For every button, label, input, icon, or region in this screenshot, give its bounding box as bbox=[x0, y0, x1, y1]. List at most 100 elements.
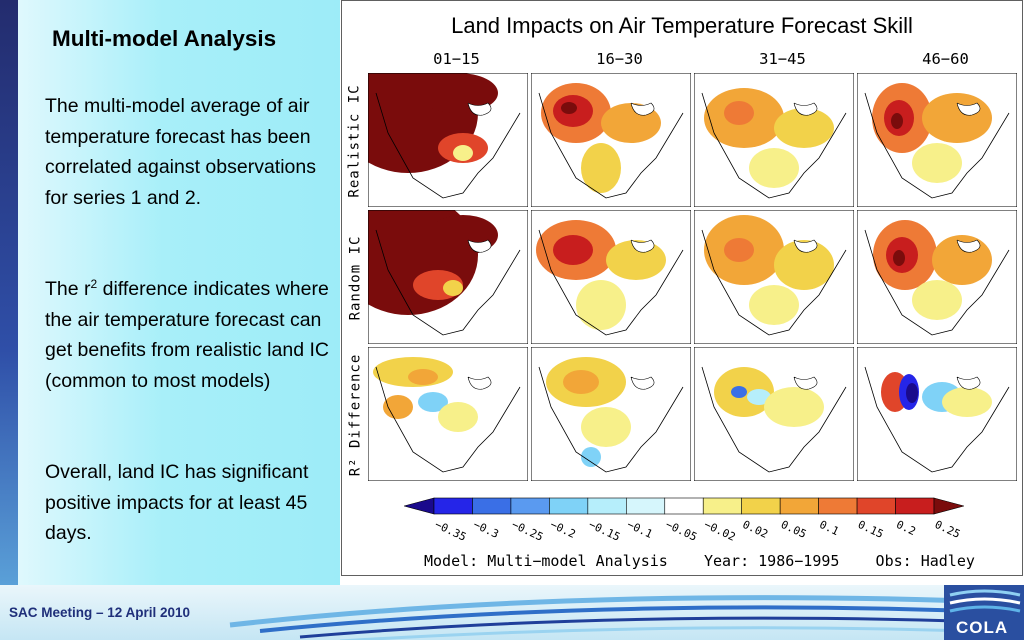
anomaly-contour bbox=[749, 285, 799, 325]
map-panel-r1-c4 bbox=[857, 73, 1017, 207]
coastline bbox=[701, 229, 847, 336]
colorbar-tick-label: −0.3 bbox=[471, 518, 501, 541]
anomaly-contour bbox=[774, 108, 834, 148]
column-label-16-30: 16−30 bbox=[596, 50, 643, 68]
colorbar-bin-7 bbox=[664, 497, 704, 515]
anomaly-contour bbox=[764, 387, 824, 427]
great-lakes-outline bbox=[630, 102, 655, 116]
text-panel bbox=[18, 0, 340, 585]
map-panel-r3-c2 bbox=[531, 347, 691, 481]
coastline bbox=[864, 366, 1010, 473]
anomaly-contour bbox=[724, 101, 754, 125]
coastline bbox=[375, 366, 521, 473]
colorbar-bin-10 bbox=[779, 497, 819, 515]
coastline bbox=[375, 229, 521, 336]
anomaly-contour bbox=[747, 389, 771, 405]
map-panel-r2-c1 bbox=[368, 210, 528, 344]
column-label-31-45: 31−45 bbox=[759, 50, 806, 68]
slide-title: Multi-model Analysis bbox=[52, 26, 277, 51]
map-panel-r3-c3 bbox=[694, 347, 854, 481]
coastline bbox=[538, 92, 684, 199]
coastline bbox=[375, 92, 521, 199]
colorbar-bin-12 bbox=[856, 497, 896, 515]
colorbar-arrow-low bbox=[404, 497, 435, 515]
anomaly-contour bbox=[418, 392, 448, 412]
anomaly-contour bbox=[581, 407, 631, 447]
colorbar-bin-13 bbox=[895, 497, 935, 515]
footer-meeting-label: SAC Meeting – 12 April 2010 bbox=[9, 605, 191, 620]
anomaly-contour bbox=[912, 143, 962, 183]
colorbar-tick-label: 0.05 bbox=[779, 518, 809, 541]
anomaly-contour bbox=[383, 395, 413, 419]
colorbar-tick-label: 0.15 bbox=[856, 518, 886, 541]
anomaly-contour bbox=[724, 238, 754, 262]
cola-logo-text: COLA bbox=[956, 618, 1009, 637]
anomaly-contour bbox=[408, 369, 438, 385]
great-lakes-outline bbox=[956, 102, 981, 116]
great-lakes-outline bbox=[467, 102, 492, 116]
colorbar-bin-2 bbox=[472, 497, 512, 515]
column-label-01-15: 01−15 bbox=[433, 50, 480, 68]
anomaly-contour bbox=[368, 210, 478, 315]
colorbar-tick-label: −0.25 bbox=[510, 518, 546, 544]
anomaly-contour bbox=[563, 370, 599, 394]
colorbar-tick-label: 0.25 bbox=[933, 518, 963, 541]
anomaly-contour bbox=[581, 143, 621, 193]
colorbar-bin-6 bbox=[626, 497, 666, 515]
anomaly-contour bbox=[749, 148, 799, 188]
coastline bbox=[701, 366, 847, 473]
anomaly-contour bbox=[561, 102, 577, 114]
colorbar-arrow-high bbox=[933, 497, 964, 515]
anomaly-contour bbox=[418, 73, 498, 113]
figure-title: Land Impacts on Air Temperature Forecast… bbox=[451, 13, 913, 38]
coastline bbox=[538, 366, 684, 473]
map-panel-r2-c4 bbox=[857, 210, 1017, 344]
paragraph-correlation: The multi-model average of air temperatu… bbox=[45, 95, 316, 209]
coastline bbox=[864, 92, 1010, 199]
colorbar-bin-9 bbox=[741, 497, 781, 515]
p2-text-b: difference indicates where the air tempe… bbox=[45, 278, 329, 392]
map-panel-r3-c4 bbox=[857, 347, 1017, 481]
colorbar-tick-label: −0.02 bbox=[702, 518, 738, 544]
anomaly-contour bbox=[731, 386, 747, 398]
anomaly-contour bbox=[912, 280, 962, 320]
map-panel-r2-c3 bbox=[694, 210, 854, 344]
great-lakes-outline bbox=[793, 376, 818, 390]
paragraph-conclusion: Overall, land IC has significant positiv… bbox=[45, 461, 309, 544]
map-panel-r1-c1 bbox=[368, 73, 528, 207]
colorbar-bin-3 bbox=[510, 497, 550, 515]
colorbar-tick-label: 0.2 bbox=[894, 518, 918, 538]
great-lakes-outline bbox=[467, 239, 492, 253]
anomaly-contour bbox=[922, 93, 992, 143]
colorbar-bin-8 bbox=[702, 497, 742, 515]
anomaly-contour bbox=[581, 447, 601, 467]
anomaly-contour bbox=[576, 280, 626, 330]
colorbar-tick-label: −0.35 bbox=[433, 518, 469, 544]
coastline bbox=[864, 229, 1010, 336]
anomaly-contour bbox=[438, 402, 478, 432]
map-panel-r3-c1 bbox=[368, 347, 528, 481]
footer-band: SAC Meeting – 12 April 2010 bbox=[0, 585, 1024, 640]
great-lakes-outline bbox=[956, 239, 981, 253]
footer-swoosh-graphic bbox=[229, 595, 1024, 640]
map-panel-r1-c2 bbox=[531, 73, 691, 207]
p2-text-a: The r bbox=[45, 278, 91, 300]
paragraph-r2-difference: The r2 difference indicates where the ai… bbox=[45, 274, 335, 396]
coastline bbox=[538, 229, 684, 336]
anomaly-contour bbox=[553, 235, 593, 265]
coastline bbox=[701, 92, 847, 199]
anomaly-contour bbox=[906, 383, 918, 403]
anomaly-contour bbox=[942, 387, 992, 417]
anomaly-contour bbox=[453, 145, 473, 161]
great-lakes-outline bbox=[630, 376, 655, 390]
colorbar-tick-label: −0.15 bbox=[587, 518, 623, 544]
colorbar-bin-4 bbox=[549, 497, 589, 515]
left-accent-strip bbox=[0, 0, 18, 585]
great-lakes-outline bbox=[630, 239, 655, 253]
colorbar: −0.35 −0.3 −0.25 −0.2 −0.15 −0.1 −0.05 −0.02 0.0… bbox=[404, 497, 964, 544]
map-panel-grid bbox=[368, 73, 1017, 481]
map-panel-r2-c2 bbox=[531, 210, 691, 344]
great-lakes-outline bbox=[793, 239, 818, 253]
figure-caption: Model: Multi−model Analysis Year: 1986−1… bbox=[424, 552, 975, 570]
